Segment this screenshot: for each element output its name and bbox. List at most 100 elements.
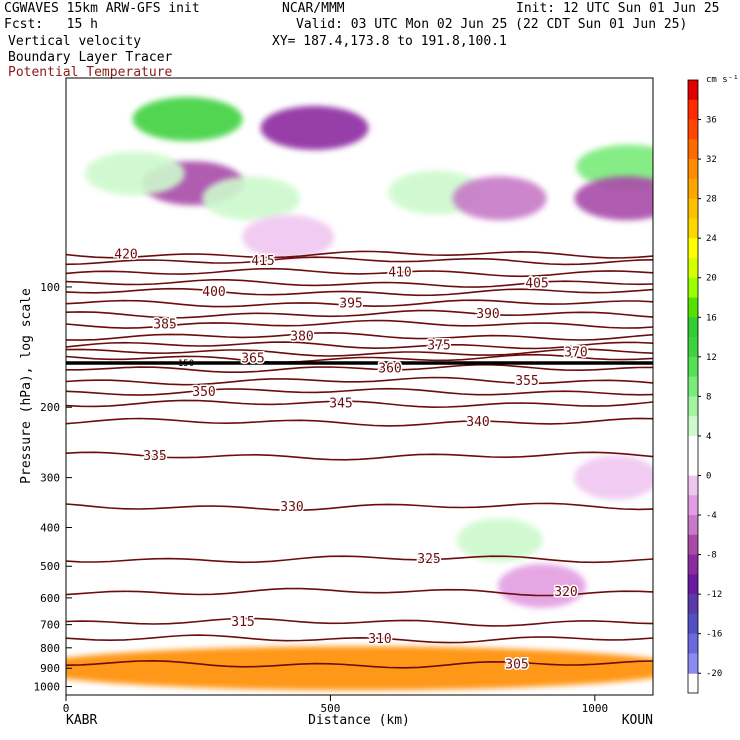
y-tick-label: 600	[40, 592, 60, 605]
colorbar-tick-label: 8	[706, 392, 711, 402]
y-tick-label: 300	[40, 472, 60, 485]
theta-contour-label: 325	[417, 552, 440, 567]
y-tick-label: 1000	[34, 681, 61, 694]
theta-contour-label: 310	[368, 632, 391, 647]
theta-contour-line	[66, 659, 653, 669]
velocity-blob	[242, 215, 335, 260]
theta-contour-label: 330	[280, 500, 303, 515]
theta-contour-line	[66, 287, 653, 297]
colorbar-frame	[687, 79, 699, 694]
theta-contour-line	[66, 555, 653, 564]
colorbar-bin	[688, 435, 698, 457]
velocity-blob	[84, 151, 185, 196]
theta-contour-line	[66, 250, 653, 259]
colorbar-bin	[688, 416, 698, 437]
velocity-blob	[66, 646, 653, 691]
colorbar-bin	[688, 515, 698, 536]
theta-contour-line	[66, 331, 653, 341]
theta-contour-line	[66, 364, 653, 373]
x-tick-label: 500	[320, 702, 340, 715]
velocity-blob	[132, 97, 243, 142]
theta-contour-line	[66, 267, 653, 278]
y-tick-label: 700	[40, 619, 60, 632]
colorbar-bin	[688, 238, 698, 259]
theta-contour-line	[66, 299, 653, 308]
colorbar-bin	[688, 534, 698, 556]
velocity-blob	[573, 455, 653, 500]
colorbar-tick-label: 32	[706, 155, 717, 165]
plot-frame	[65, 77, 654, 696]
theta-contour-label: 415	[251, 254, 274, 269]
x-axis-label: Distance (km)	[308, 713, 410, 728]
colorbar-tick-label: 16	[706, 313, 717, 323]
colorbar-bin	[688, 119, 698, 140]
tropopause-label: 150	[178, 359, 194, 369]
colorbar-bin	[688, 277, 698, 299]
colorbar-bin	[688, 574, 698, 595]
colorbar-tick-label: -16	[706, 630, 722, 640]
colorbar-bin	[688, 218, 698, 239]
y-tick-label: 900	[40, 662, 60, 675]
theta-contour-label: 375	[427, 338, 450, 353]
colorbar-bin	[688, 594, 698, 615]
theta-contour-label: 305	[505, 657, 528, 672]
colorbar-bin	[688, 653, 698, 674]
theta-contour-label: 370	[564, 346, 587, 361]
theta-contour-label: 355	[515, 374, 538, 389]
colorbar-tick-label: 12	[706, 353, 717, 363]
colorbar-tick-label: -12	[706, 590, 722, 600]
velocity-blob	[574, 176, 653, 221]
colorbar-tick-label: -4	[706, 511, 717, 521]
theta-contour-line	[66, 279, 653, 288]
xy-endpoints: XY= 187.4,173.8 to 191.8,100.1	[272, 34, 507, 49]
vertical-velocity-fill	[66, 97, 653, 691]
colorbar: 36 32 28 24 20 16 12 8 4 0 -4 -8 -12 -16 -20	[687, 79, 722, 694]
velocity-blob	[456, 518, 543, 563]
theta-contour-line	[66, 502, 653, 512]
colorbar-tick-label: -8	[706, 551, 717, 561]
colorbar-bin	[688, 99, 698, 121]
theta-contour-label: 315	[231, 615, 254, 630]
field-potential-temperature: Potential Temperature	[8, 65, 173, 80]
field-vertical-velocity: Vertical velocity	[8, 34, 142, 49]
valid-time: Valid: 03 UTC Mon 02 Jun 25 (22 CDT Sun …	[296, 17, 688, 32]
colorbar-tick-label: 4	[706, 432, 711, 442]
colorbar-bin	[688, 554, 698, 575]
colorbar-bin	[688, 139, 698, 160]
colorbar-bin	[688, 337, 698, 358]
colorbar-tick-label: 24	[706, 234, 717, 244]
theta-contour-label: 360	[378, 362, 401, 377]
theta-contour-label: 410	[388, 265, 411, 280]
velocity-blob	[497, 563, 586, 608]
theta-contour-line	[66, 353, 653, 363]
colorbar-tick-label: 20	[706, 274, 717, 284]
theta-contour-label: 340	[466, 415, 489, 430]
theta-contour-line	[66, 451, 653, 461]
velocity-blob	[202, 176, 301, 221]
colorbar-bin	[688, 396, 698, 417]
colorbar-bin	[688, 495, 698, 516]
theta-contour-label: 405	[525, 276, 548, 291]
colorbar-tick-label: -20	[706, 669, 722, 679]
theta-contour-line	[66, 587, 653, 597]
theta-contour-label: 350	[192, 385, 215, 400]
org-label: NCAR/MMM	[282, 1, 345, 16]
left-station-label: KABR	[66, 713, 97, 728]
theta-contours	[66, 250, 653, 669]
field-boundary-layer-tracer: Boundary Layer Tracer	[8, 50, 173, 65]
colorbar-bin	[688, 613, 698, 635]
colorbar-tick-label: 28	[706, 195, 717, 205]
theta-contour-label: 395	[339, 296, 362, 311]
theta-contour-line	[66, 348, 653, 357]
theta-contour-line	[66, 417, 653, 427]
theta-contour-line	[66, 399, 653, 409]
x-tick-label: 0	[63, 702, 70, 715]
colorbar-bin	[688, 475, 698, 496]
y-tick-label: 800	[40, 642, 60, 655]
velocity-blob	[260, 105, 369, 150]
init-time: Init: 12 UTC Sun 01 Jun 25	[516, 1, 720, 16]
velocity-blob	[452, 176, 547, 221]
colorbar-bin	[688, 198, 698, 219]
theta-contour-label: 390	[476, 307, 499, 322]
